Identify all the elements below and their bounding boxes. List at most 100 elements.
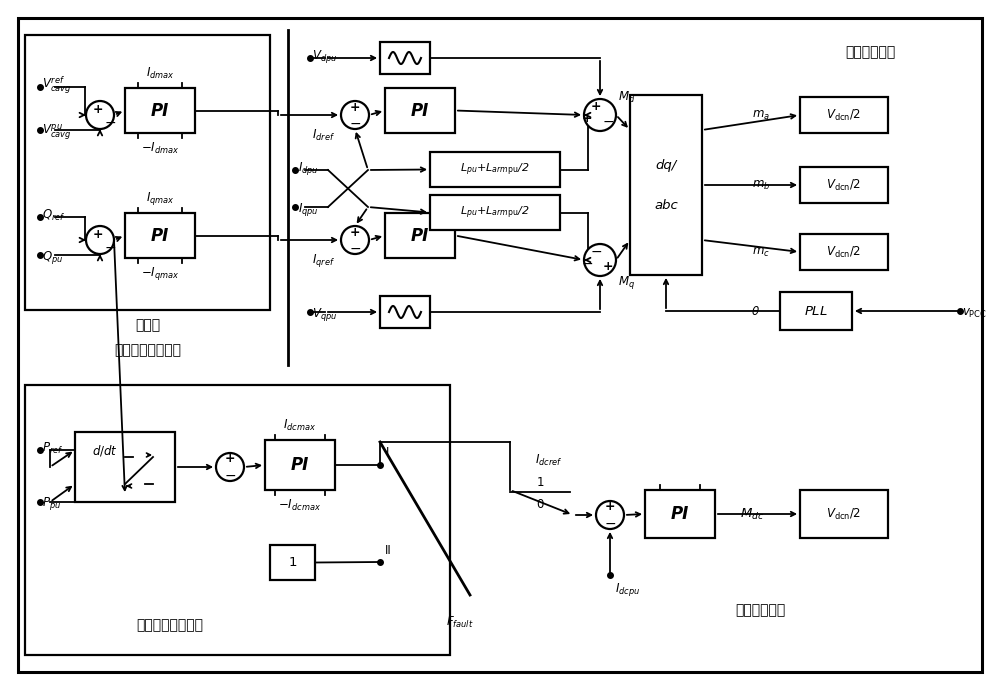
Text: I: I [386,446,390,460]
Text: $m_a$: $m_a$ [752,108,770,121]
FancyBboxPatch shape [490,385,980,655]
Text: $I_{qmax}$: $I_{qmax}$ [146,190,174,206]
Text: $\boldsymbol{M_{dc}}$: $\boldsymbol{M_{dc}}$ [740,506,764,522]
FancyBboxPatch shape [75,432,175,502]
Text: $I_{dcmax}$: $I_{dcmax}$ [283,417,317,433]
Text: $P_{ref}$: $P_{ref}$ [42,440,63,455]
Text: 直流功率外环控制: 直流功率外环控制 [137,618,204,632]
FancyBboxPatch shape [430,195,560,230]
Text: $V_{\rm{dcn}}/2$: $V_{\rm{dcn}}/2$ [826,244,862,259]
Text: $M_d$: $M_d$ [618,90,635,105]
Text: 0: 0 [536,498,544,511]
FancyBboxPatch shape [430,152,560,187]
Text: $-$: $-$ [590,244,602,258]
FancyBboxPatch shape [800,490,888,538]
Text: $I_{dmax}$: $I_{dmax}$ [146,66,174,81]
Text: $-$: $-$ [602,114,614,128]
Text: $V_{dpu}$: $V_{dpu}$ [312,48,337,64]
Text: $PLL$: $PLL$ [804,304,828,317]
Text: $-I_{dmax}$: $-I_{dmax}$ [141,141,179,155]
Text: 平均电容电压控制: 平均电容电压控制 [115,343,182,357]
Text: +: + [350,101,360,113]
FancyBboxPatch shape [800,234,888,270]
Text: $-$: $-$ [104,115,116,129]
Text: $m_b$: $m_b$ [752,179,770,192]
Text: $-I_{qmax}$: $-I_{qmax}$ [141,264,179,282]
Text: $I_{dref}$: $I_{dref}$ [312,128,335,143]
Text: $I_{dcpu}$: $I_{dcpu}$ [615,582,640,598]
Text: $-$: $-$ [581,256,593,270]
Text: $V_{\rm{dcn}}/2$: $V_{\rm{dcn}}/2$ [826,177,862,193]
Text: $V^{ref}_{cavg}$: $V^{ref}_{cavg}$ [42,75,71,96]
Text: PI: PI [411,101,429,119]
Circle shape [584,244,616,276]
Text: 直流电流控制: 直流电流控制 [735,603,785,617]
Circle shape [341,101,369,129]
Text: $I_{qpu}$: $I_{qpu}$ [298,201,319,217]
Circle shape [216,453,244,481]
Text: $F_{fault}$: $F_{fault}$ [446,615,474,629]
Text: $P_{pu}$: $P_{pu}$ [42,495,61,513]
FancyBboxPatch shape [25,385,450,655]
Text: PI: PI [411,226,429,244]
FancyBboxPatch shape [275,30,980,365]
Circle shape [86,101,114,129]
Text: +: + [225,453,235,466]
FancyBboxPatch shape [385,88,455,133]
Text: +: + [605,500,615,513]
Text: $Q_{ref}$: $Q_{ref}$ [42,208,66,223]
Circle shape [584,99,616,131]
FancyBboxPatch shape [800,97,888,133]
FancyBboxPatch shape [380,42,430,74]
FancyBboxPatch shape [645,490,715,538]
Text: PI: PI [291,456,309,474]
Text: $L_{pu}$+$L_{arm\rm{pu}}$/2: $L_{pu}$+$L_{arm\rm{pu}}$/2 [460,204,530,221]
Text: $L_{pu}$+$L_{arm\rm{pu}}$/2: $L_{pu}$+$L_{arm\rm{pu}}$/2 [460,161,530,178]
Text: +: + [591,99,601,112]
Text: +: + [350,226,360,239]
Text: $-$: $-$ [104,240,116,254]
Text: abc: abc [654,199,678,212]
Text: $I_{dcref}$: $I_{dcref}$ [535,453,563,468]
Text: $I_{qref}$: $I_{qref}$ [312,251,335,268]
Text: II: II [385,544,391,557]
Text: +: + [603,259,613,273]
FancyBboxPatch shape [800,167,888,203]
FancyBboxPatch shape [25,35,270,310]
FancyBboxPatch shape [270,545,315,580]
FancyBboxPatch shape [125,88,195,133]
Text: dq/: dq/ [655,159,677,172]
Text: $Q_{pu}$: $Q_{pu}$ [42,248,63,266]
Text: +: + [93,103,103,115]
Text: $m_c$: $m_c$ [752,246,770,259]
Text: $I_{dpu}$: $I_{dpu}$ [298,159,319,177]
Text: PI: PI [151,101,169,119]
FancyBboxPatch shape [780,292,852,330]
Text: PI: PI [151,226,169,244]
FancyBboxPatch shape [385,213,455,258]
Text: $V_{\rm{dcn}}/2$: $V_{\rm{dcn}}/2$ [826,108,862,123]
Text: $-$: $-$ [224,468,236,482]
Text: $M_q$: $M_q$ [618,273,635,290]
Text: $v_{\rm{PCC}}$: $v_{\rm{PCC}}$ [962,306,987,319]
Circle shape [596,501,624,529]
FancyBboxPatch shape [265,440,335,490]
Text: $d/dt$: $d/dt$ [92,442,118,457]
FancyBboxPatch shape [18,18,982,672]
Text: +: + [582,112,592,124]
Text: $-I_{dcmax}$: $-I_{dcmax}$ [278,497,322,513]
Text: 子模块: 子模块 [135,318,161,332]
FancyBboxPatch shape [125,213,195,258]
Text: $V_{qpu}$: $V_{qpu}$ [312,306,337,322]
Circle shape [86,226,114,254]
Circle shape [341,226,369,254]
FancyBboxPatch shape [380,296,430,328]
Text: PI: PI [671,505,689,523]
Text: $-$: $-$ [349,241,361,255]
Text: $V_{\rm{dcn}}/2$: $V_{\rm{dcn}}/2$ [826,506,862,522]
FancyBboxPatch shape [630,95,702,275]
Text: $\theta$: $\theta$ [751,304,760,317]
Text: $V^{pu}_{cavg}$: $V^{pu}_{cavg}$ [42,122,71,141]
Text: 交流电流控制: 交流电流控制 [845,45,895,59]
Text: 1: 1 [536,477,544,489]
